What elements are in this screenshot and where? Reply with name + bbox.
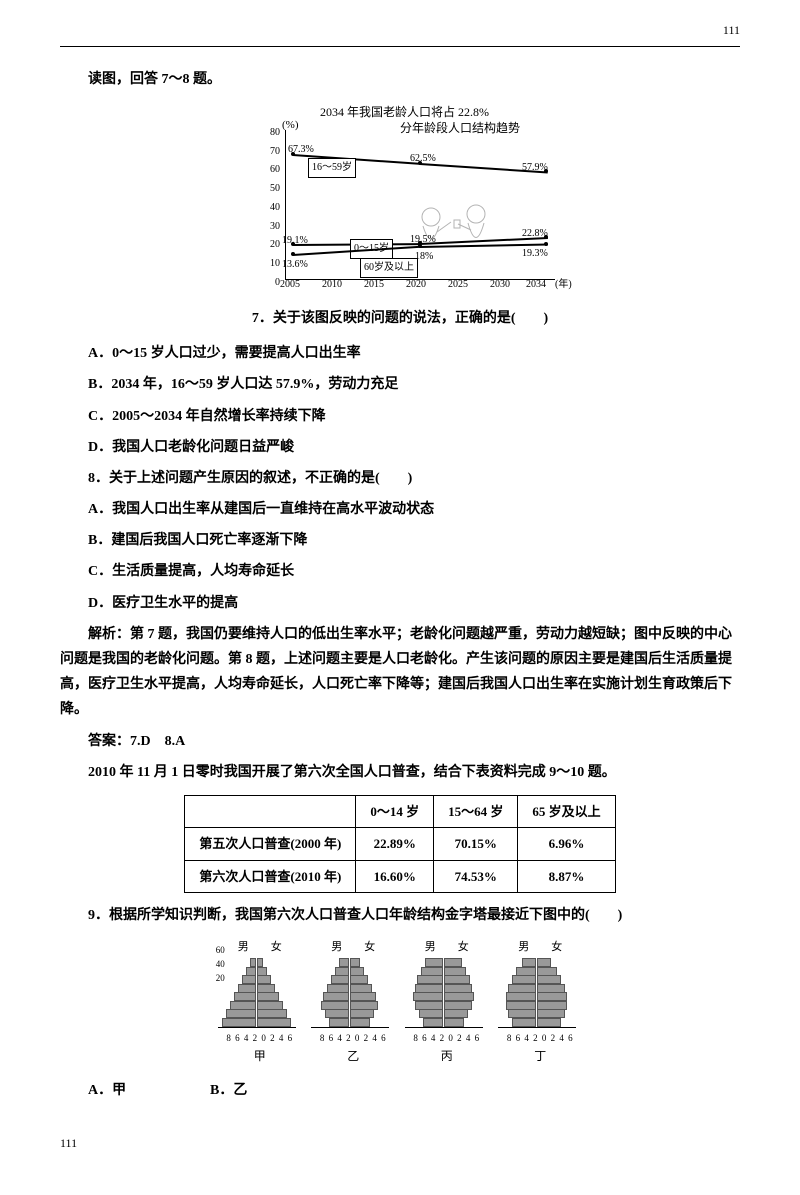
pyr-xaxis: 8 6 4 2 0 2 4 6 xyxy=(215,1030,305,1046)
pyramid-ding: 男 女 8 6 4 2 0 2 4 6 丁 xyxy=(495,938,585,1068)
pyr-body-bing xyxy=(442,958,443,1028)
xtick: 2030 xyxy=(490,276,510,294)
pyr-header: 男 女 xyxy=(402,938,492,958)
pyr-ytick: 40 xyxy=(216,957,225,971)
pyr-ytick: 20 xyxy=(216,971,225,985)
pt-label: 19.3% xyxy=(522,245,548,263)
pyr-body-yi xyxy=(348,958,349,1028)
ytick: 0 xyxy=(260,274,280,292)
q9-stem: 9．根据所学知识判断，我国第六次人口普查人口年龄结构金字塔最接近下图中的( ) xyxy=(60,903,740,928)
th: 15～64 岁 xyxy=(434,795,518,827)
td: 8.87% xyxy=(518,860,615,892)
pt-label: 19.1% xyxy=(282,232,308,250)
td: 6.96% xyxy=(518,828,615,860)
pyramids: 60 40 20 男 女 8 6 4 2 0 2 4 6 甲 男 女 8 6 4… xyxy=(215,938,586,1068)
xtick: 2025 xyxy=(448,276,468,294)
q9-option-a: A．甲 xyxy=(60,1078,210,1103)
ytick: 50 xyxy=(260,180,280,198)
ytick: 30 xyxy=(260,218,280,236)
xtick: 2005 xyxy=(280,276,300,294)
pt-label: 13.6% xyxy=(282,256,308,274)
xtick: 2020 xyxy=(406,276,426,294)
q8-option-b: B．建国后我国人口死亡率逐渐下降 xyxy=(60,528,740,553)
pyr-name: 甲 xyxy=(215,1046,305,1068)
pyr-ytick: 60 xyxy=(216,943,225,957)
x-unit: (年) xyxy=(555,276,572,294)
td: 22.89% xyxy=(356,828,434,860)
series-label-mid: 16～59岁 xyxy=(308,158,356,178)
series-label-old: 60岁及以上 xyxy=(360,258,418,278)
pyr-body-ding xyxy=(535,958,536,1028)
aging-trend-chart: (%) 2034 年我国老龄人口将占 22.8% 分年龄段人口结构趋势 0 10… xyxy=(230,102,570,292)
xtick: 2010 xyxy=(322,276,342,294)
table-row: 0～14 岁 15～64 岁 65 岁及以上 xyxy=(185,795,615,827)
intro-7-8: 读图，回答 7～8 题。 xyxy=(60,67,740,92)
pyr-header: 男 女 xyxy=(308,938,398,958)
td: 70.15% xyxy=(434,828,518,860)
ytick: 70 xyxy=(260,143,280,161)
ytick: 60 xyxy=(260,161,280,179)
td: 74.53% xyxy=(434,860,518,892)
q7-option-a: A．0～15 岁人口过少，需要提高人口出生率 xyxy=(60,341,740,366)
q8-option-d: D．医疗卫生水平的提高 xyxy=(60,591,740,616)
top-rule xyxy=(60,46,740,47)
intro-9-10: 2010 年 11 月 1 日零时我国开展了第六次全国人口普查，结合下表资料完成… xyxy=(60,760,740,785)
pyr-header: 男 女 xyxy=(495,938,585,958)
q9-option-b: B．乙 xyxy=(210,1078,360,1103)
pyramid-bing: 男 女 8 6 4 2 0 2 4 6 丙 xyxy=(402,938,492,1068)
pyr-yaxis: 60 40 20 xyxy=(216,943,225,985)
td: 16.60% xyxy=(356,860,434,892)
ytick: 40 xyxy=(260,199,280,217)
xtick: 2015 xyxy=(364,276,384,294)
census-table: 0～14 岁 15～64 岁 65 岁及以上 第五次人口普查(2000 年) 2… xyxy=(184,795,615,893)
q9-options-row: A．甲 B．乙 xyxy=(60,1078,740,1103)
pyr-header: 男 女 xyxy=(215,938,305,958)
pt-label: 62.5% xyxy=(410,150,436,168)
th xyxy=(185,795,356,827)
pyr-xaxis: 8 6 4 2 0 2 4 6 xyxy=(402,1030,492,1046)
pyramids-wrap: 60 40 20 男 女 8 6 4 2 0 2 4 6 甲 男 女 8 6 4… xyxy=(60,938,740,1068)
pyr-xaxis: 8 6 4 2 0 2 4 6 xyxy=(308,1030,398,1046)
ytick: 10 xyxy=(260,255,280,273)
q8-stem: 8．关于上述问题产生原因的叙述，不正确的是( ) xyxy=(60,466,740,491)
answer-7-8: 答案：7.D 8.A xyxy=(60,729,740,754)
page-number-top: 111 xyxy=(60,20,740,42)
th: 65 岁及以上 xyxy=(518,795,615,827)
q8-option-a: A．我国人口出生率从建国后一直维持在高水平波动状态 xyxy=(60,497,740,522)
pyr-name: 丙 xyxy=(402,1046,492,1068)
ytick: 20 xyxy=(260,236,280,254)
pt-label: 67.3% xyxy=(288,141,314,159)
explain-7-8: 解析：第 7 题，我国仍要维持人口的低出生率水平；老龄化问题越严重，劳动力越短缺… xyxy=(60,622,740,723)
pyr-name: 丁 xyxy=(495,1046,585,1068)
ytick: 80 xyxy=(260,124,280,142)
table-row: 第六次人口普查(2010 年) 16.60% 74.53% 8.87% xyxy=(185,860,615,892)
xtick: 2034 xyxy=(526,276,546,294)
pyr-xaxis: 8 6 4 2 0 2 4 6 xyxy=(495,1030,585,1046)
q7-option-d: D．我国人口老龄化问题日益严峻 xyxy=(60,435,740,460)
q7-option-b: B．2034 年，16～59 岁人口达 57.9%，劳动力充足 xyxy=(60,372,740,397)
pt-label: 57.9% xyxy=(522,159,548,177)
pt-label: 22.8% xyxy=(522,225,548,243)
q7-caption: 7．关于该图反映的问题的说法，正确的是( ) xyxy=(60,306,740,331)
td: 第六次人口普查(2010 年) xyxy=(185,860,356,892)
th: 0～14 岁 xyxy=(356,795,434,827)
pyramid-yi: 男 女 8 6 4 2 0 2 4 6 乙 xyxy=(308,938,398,1068)
pyramid-jia: 60 40 20 男 女 8 6 4 2 0 2 4 6 甲 xyxy=(215,938,305,1068)
table-row: 第五次人口普查(2000 年) 22.89% 70.15% 6.96% xyxy=(185,828,615,860)
td: 第五次人口普查(2000 年) xyxy=(185,828,356,860)
page-number-bottom: 111 xyxy=(60,1133,740,1155)
pyr-body-jia xyxy=(255,958,256,1028)
chart-7-8-wrap: (%) 2034 年我国老龄人口将占 22.8% 分年龄段人口结构趋势 0 10… xyxy=(60,102,740,331)
q7-option-c: C．2005～2034 年自然增长率持续下降 xyxy=(60,404,740,429)
q8-option-c: C．生活质量提高，人均寿命延长 xyxy=(60,559,740,584)
pyr-name: 乙 xyxy=(308,1046,398,1068)
